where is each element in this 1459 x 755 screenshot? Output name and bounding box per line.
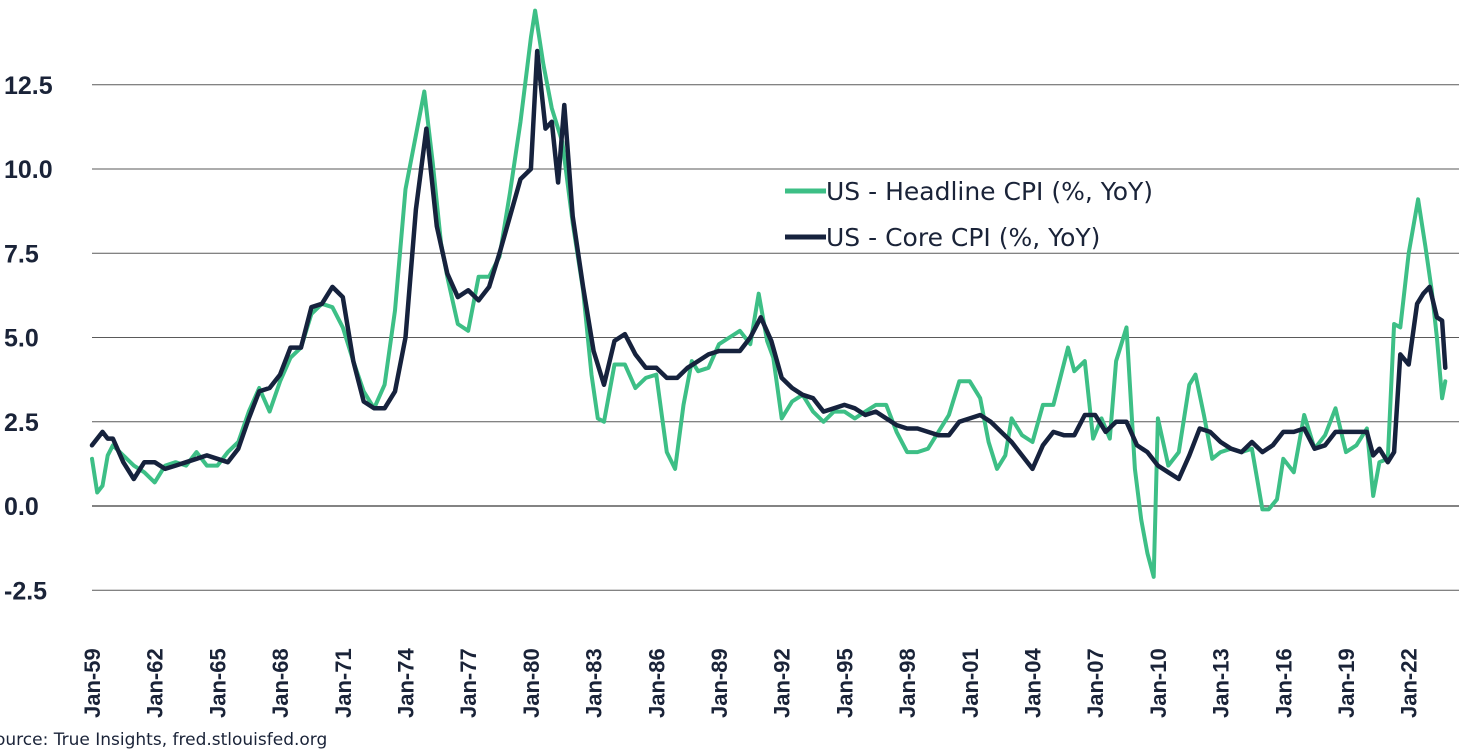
gridlines [92, 84, 1459, 591]
x-tick-label: Jan-95 [832, 648, 857, 718]
x-tick-label: Jan-22 [1397, 648, 1422, 718]
x-tick-label: Jan-92 [770, 648, 795, 718]
x-tick-label: Jan-83 [582, 648, 607, 718]
x-tick-label: Jan-16 [1271, 648, 1296, 718]
x-tick-label: Jan-68 [268, 648, 293, 718]
y-tick-label: 5.0 [4, 325, 39, 353]
y-tick-label: 0.0 [4, 493, 39, 521]
x-tick-label: Jan-86 [644, 648, 669, 718]
legend-core-label: US - Core CPI (%, YoY) [826, 223, 1100, 252]
x-tick-label: Jan-59 [80, 648, 105, 718]
x-tick-label: Jan-71 [331, 648, 356, 718]
y-tick-label: -2.5 [4, 577, 47, 605]
y-tick-label: 2.5 [4, 409, 39, 437]
series-lines [89, 8, 1448, 579]
source-note: ource: True Insights, fred.stlouisfed.or… [0, 730, 328, 750]
x-tick-label: Jan-04 [1021, 648, 1046, 718]
series-headline-cpi-line [90, 8, 1448, 579]
y-tick-label: 10.0 [4, 156, 53, 184]
x-tick-label: Jan-65 [205, 648, 230, 718]
x-tick-label: Jan-98 [895, 648, 920, 718]
x-tick-label: Jan-77 [456, 648, 481, 718]
series-core-cpi-line [89, 48, 1448, 482]
y-axis-ticks: -2.5 0.0 2.5 5.0 7.5 10.0 12.5 [4, 72, 53, 606]
x-tick-label: Jan-13 [1209, 648, 1234, 718]
x-tick-label: Jan-89 [707, 648, 732, 718]
x-tick-label: Jan-01 [958, 648, 983, 718]
legend: US - Headline CPI (%, YoY) US - Core CPI… [785, 177, 1153, 252]
x-tick-label: Jan-74 [394, 648, 419, 718]
x-tick-label: Jan-19 [1334, 648, 1359, 718]
legend-headline-label: US - Headline CPI (%, YoY) [826, 177, 1153, 206]
y-tick-label: 7.5 [4, 240, 39, 268]
x-tick-label: Jan-80 [519, 648, 544, 718]
x-tick-label: Jan-07 [1083, 648, 1108, 718]
x-tick-label: Jan-10 [1146, 648, 1171, 718]
y-tick-label: 12.5 [4, 72, 53, 100]
x-axis-ticks: Jan-59 Jan-62 Jan-65 Jan-68 Jan-71 Jan-74 Jan-… [80, 648, 1422, 718]
x-tick-label: Jan-62 [143, 648, 168, 718]
